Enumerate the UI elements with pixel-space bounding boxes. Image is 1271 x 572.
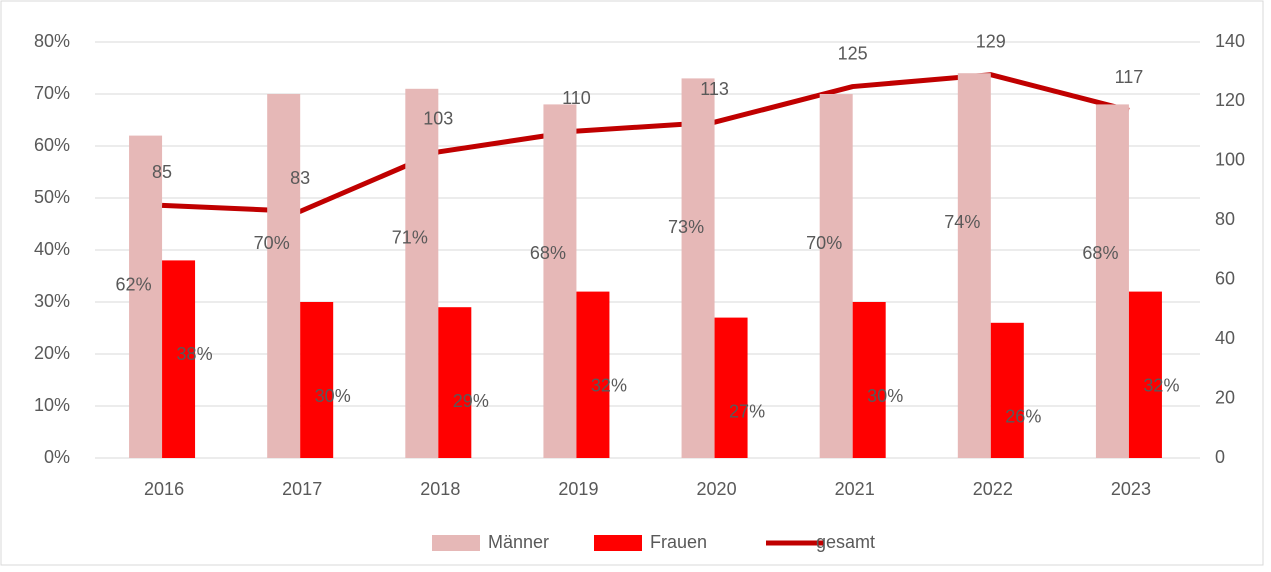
y-tick-label: 0% bbox=[44, 447, 70, 467]
y-tick-label: 40% bbox=[34, 239, 70, 259]
bar bbox=[129, 135, 163, 458]
y2-tick-label: 120 bbox=[1215, 90, 1245, 110]
bar bbox=[576, 291, 610, 458]
data-label: 27% bbox=[729, 401, 765, 421]
y2-tick-label: 0 bbox=[1215, 447, 1225, 467]
x-tick-label: 2016 bbox=[144, 479, 184, 499]
data-label: 129 bbox=[976, 31, 1006, 51]
y-tick-label: 10% bbox=[34, 395, 70, 415]
y2-tick-label: 60 bbox=[1215, 268, 1235, 288]
legend-swatch bbox=[594, 535, 642, 551]
data-label: 110 bbox=[562, 88, 591, 108]
bar bbox=[957, 73, 991, 458]
bar bbox=[714, 317, 748, 458]
legend-label: Frauen bbox=[650, 532, 707, 552]
data-label: 117 bbox=[1115, 67, 1144, 87]
data-label: 68% bbox=[1082, 243, 1118, 263]
y-tick-label: 70% bbox=[34, 83, 70, 103]
bar bbox=[543, 104, 577, 459]
bar bbox=[438, 307, 472, 458]
data-label: 74% bbox=[944, 212, 980, 232]
bar bbox=[819, 94, 853, 458]
data-label: 83 bbox=[290, 168, 310, 188]
data-label: 29% bbox=[453, 391, 489, 411]
x-tick-label: 2022 bbox=[973, 479, 1013, 499]
data-label: 125 bbox=[838, 43, 868, 63]
data-label: 68% bbox=[530, 243, 566, 263]
data-label: 113 bbox=[700, 79, 729, 99]
data-label: 103 bbox=[423, 109, 453, 129]
bar bbox=[267, 94, 301, 458]
bar bbox=[852, 302, 886, 458]
bar bbox=[300, 302, 334, 458]
y-tick-label: 30% bbox=[34, 291, 70, 311]
bar bbox=[162, 260, 196, 458]
y2-tick-label: 140 bbox=[1215, 31, 1245, 51]
y2-tick-label: 40 bbox=[1215, 328, 1235, 348]
data-label: 62% bbox=[116, 274, 152, 294]
bar bbox=[1128, 291, 1162, 458]
data-label: 30% bbox=[315, 386, 351, 406]
x-tick-label: 2019 bbox=[558, 479, 598, 499]
data-label: 26% bbox=[1005, 407, 1041, 427]
data-label: 30% bbox=[867, 386, 903, 406]
y2-tick-label: 20 bbox=[1215, 387, 1235, 407]
y2-tick-label: 80 bbox=[1215, 209, 1235, 229]
x-tick-label: 2021 bbox=[835, 479, 875, 499]
legend-label: gesamt bbox=[816, 532, 875, 552]
legend-swatch bbox=[432, 535, 480, 551]
legend-label: Männer bbox=[488, 532, 549, 552]
y-tick-label: 50% bbox=[34, 187, 70, 207]
data-label: 71% bbox=[392, 228, 428, 248]
x-tick-label: 2018 bbox=[420, 479, 460, 499]
data-label: 85 bbox=[152, 162, 172, 182]
y-tick-label: 80% bbox=[34, 31, 70, 51]
bar bbox=[405, 88, 439, 459]
data-label: 32% bbox=[591, 375, 627, 395]
y-tick-label: 60% bbox=[34, 135, 70, 155]
x-tick-label: 2020 bbox=[697, 479, 737, 499]
y-tick-label: 20% bbox=[34, 343, 70, 363]
data-label: 70% bbox=[806, 233, 842, 253]
data-label: 73% bbox=[668, 217, 704, 237]
data-label: 32% bbox=[1143, 375, 1179, 395]
bar bbox=[990, 322, 1024, 458]
bar bbox=[681, 78, 715, 459]
data-label: 38% bbox=[177, 344, 213, 364]
bar bbox=[1095, 104, 1129, 459]
y2-tick-label: 100 bbox=[1215, 150, 1245, 170]
x-tick-label: 2023 bbox=[1111, 479, 1151, 499]
data-label: 70% bbox=[254, 233, 290, 253]
x-tick-label: 2017 bbox=[282, 479, 322, 499]
